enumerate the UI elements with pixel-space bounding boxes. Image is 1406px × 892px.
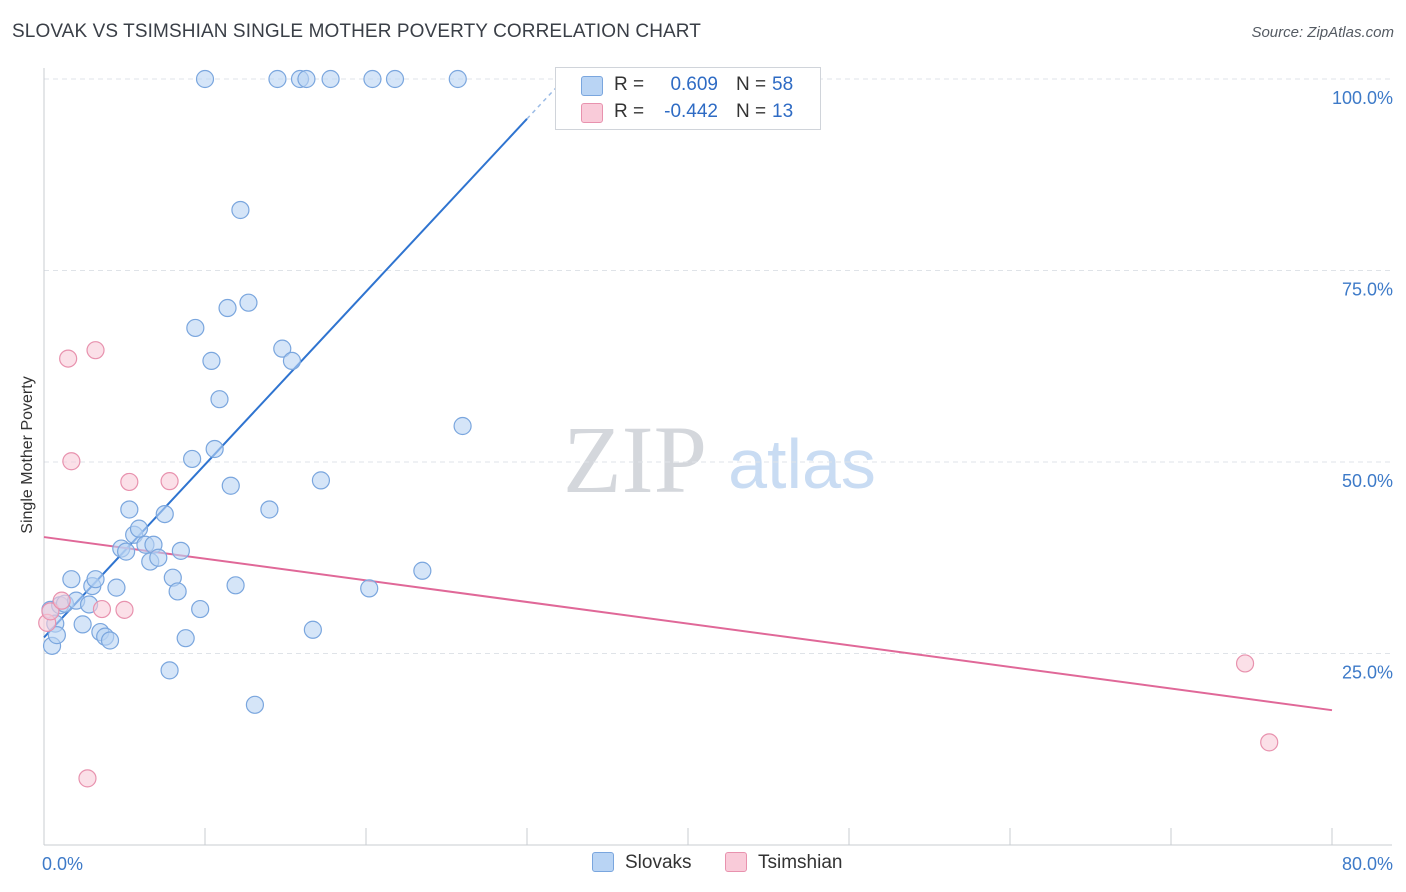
legend-n-label: N = xyxy=(736,101,767,122)
watermark: ZIP atlas xyxy=(563,406,876,513)
data-point-slovaks xyxy=(205,439,224,459)
data-point-slovaks xyxy=(282,351,302,370)
trend-line-slovaks xyxy=(43,118,528,639)
y-tick-label: 75.0% xyxy=(1342,280,1393,300)
legend-n-label: N = xyxy=(736,74,767,95)
data-point-slovaks xyxy=(100,631,120,650)
data-point-slovaks xyxy=(226,576,245,595)
data-point-slovaks xyxy=(191,599,210,619)
data-point-slovaks xyxy=(273,339,292,358)
data-point-slovaks xyxy=(218,298,237,318)
watermark-atlas: atlas xyxy=(728,425,876,503)
data-point-slovaks xyxy=(176,629,195,648)
trend-line-tsimshian xyxy=(43,536,1333,712)
legend-r-value: 0.609 xyxy=(670,74,718,95)
data-point-slovaks xyxy=(202,351,221,370)
data-point-slovaks xyxy=(155,504,174,524)
legend-r-value: -0.442 xyxy=(664,101,718,122)
data-point-slovaks xyxy=(195,69,215,89)
data-point-tsimshian xyxy=(92,599,112,619)
y-tick-label: 25.0% xyxy=(1342,663,1393,683)
data-point-slovaks xyxy=(363,69,382,89)
watermark-zip: ZIP xyxy=(563,406,707,513)
data-point-slovaks xyxy=(160,661,179,680)
legend-label-tsimshian: Tsimshian xyxy=(758,852,843,873)
data-point-slovaks xyxy=(245,695,265,714)
data-point-slovaks xyxy=(86,570,105,589)
data-point-slovaks xyxy=(183,449,202,469)
data-point-slovaks xyxy=(231,200,250,220)
legend-row-tsimshian: R = -0.442 N = 13 xyxy=(556,101,820,127)
legend-row-slovaks: R = 0.609 N = 58 xyxy=(556,74,820,100)
y-axis-label: Single Mother Poverty xyxy=(19,376,36,534)
data-point-slovaks xyxy=(385,69,405,89)
data-point-slovaks xyxy=(260,500,279,519)
legend-n-value: 58 xyxy=(772,74,794,95)
data-point-slovaks xyxy=(321,69,340,89)
data-point-slovaks xyxy=(303,620,322,639)
series-legend: Slovaks Tsimshian xyxy=(0,852,1406,878)
data-point-slovaks xyxy=(171,541,190,560)
data-point-slovaks xyxy=(107,578,126,597)
legend-swatch-slovaks xyxy=(592,852,614,872)
data-point-slovaks xyxy=(186,318,205,338)
data-point-slovaks xyxy=(62,570,81,589)
data-point-tsimshian xyxy=(78,769,97,788)
legend-swatch-tsimshian xyxy=(725,852,747,872)
legend-n-value: 13 xyxy=(772,101,794,122)
data-point-slovaks xyxy=(360,579,379,598)
data-point-tsimshian xyxy=(41,602,60,621)
data-point-slovaks xyxy=(73,615,92,634)
data-point-slovaks xyxy=(47,626,66,645)
data-point-tsimshian xyxy=(52,591,71,610)
data-point-slovaks xyxy=(149,548,168,567)
legend-swatch-tsimshian xyxy=(581,103,603,123)
data-point-slovaks xyxy=(448,69,467,89)
source-credit: Source: ZipAtlas.com xyxy=(1251,24,1394,41)
chart-title: SLOVAK VS TSIMSHIAN SINGLE MOTHER POVERT… xyxy=(12,21,701,42)
data-point-slovaks xyxy=(129,519,149,538)
data-point-slovaks xyxy=(221,476,240,495)
data-point-slovaks xyxy=(268,69,287,89)
data-point-slovaks xyxy=(120,500,139,519)
data-point-slovaks xyxy=(413,561,432,580)
data-point-slovaks xyxy=(311,471,331,490)
data-point-tsimshian xyxy=(115,600,134,619)
data-point-tsimshian xyxy=(1260,733,1279,752)
data-point-slovaks xyxy=(239,293,258,312)
data-point-tsimshian xyxy=(120,472,139,492)
data-point-tsimshian xyxy=(160,472,179,491)
trend-line-slovaks-extension xyxy=(526,76,567,120)
legend-r-label: R = xyxy=(614,74,645,95)
data-point-slovaks xyxy=(210,390,229,409)
data-point-slovaks xyxy=(297,69,316,89)
data-point-slovaks xyxy=(168,582,187,601)
data-point-tsimshian xyxy=(86,341,105,360)
legend-swatch-slovaks xyxy=(581,76,603,96)
x-tick-label: 0.0% xyxy=(42,854,83,874)
data-point-slovaks xyxy=(453,416,472,436)
y-tick-label: 50.0% xyxy=(1342,471,1393,491)
data-point-tsimshian xyxy=(1235,654,1255,673)
data-point-tsimshian xyxy=(59,349,78,368)
data-point-slovaks xyxy=(117,542,136,561)
x-tick-label: 80.0% xyxy=(1342,854,1393,874)
correlation-legend: R = 0.609 N = 58 R = -0.442 N = 13 xyxy=(555,67,821,130)
data-point-tsimshian xyxy=(62,452,81,471)
legend-label-slovaks: Slovaks xyxy=(625,852,692,873)
y-tick-label: 100.0% xyxy=(1332,88,1393,108)
legend-r-label: R = xyxy=(614,101,645,122)
